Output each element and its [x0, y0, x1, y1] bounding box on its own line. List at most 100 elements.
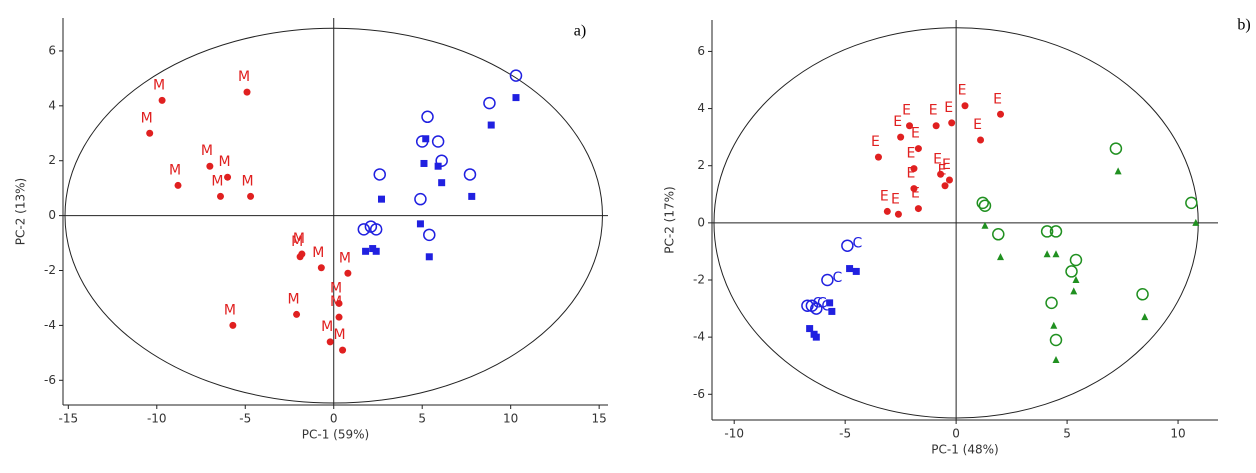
y-tick-label: 4 [697, 101, 705, 115]
point-label: E [893, 114, 902, 130]
point [435, 154, 448, 167]
point-label: C [852, 236, 862, 252]
point [1045, 296, 1058, 310]
y-tick-label: -4 [44, 318, 56, 332]
point [883, 207, 891, 215]
point-label: E [871, 134, 880, 150]
point-label: M [334, 327, 346, 343]
point [1050, 321, 1058, 329]
y-tick-label: -6 [693, 387, 705, 401]
point [326, 338, 334, 346]
y-tick-label: 0 [697, 215, 705, 229]
point [224, 173, 232, 181]
point [335, 299, 343, 307]
point [937, 170, 945, 178]
point [978, 199, 992, 212]
point [463, 168, 477, 181]
point [906, 122, 914, 130]
point-label: E [944, 100, 953, 116]
point [961, 102, 969, 110]
point-label: C [821, 299, 831, 315]
point [932, 122, 940, 130]
x-tick-label: -15 [59, 412, 79, 426]
x-tick-label: 10 [1170, 427, 1185, 441]
point-label: M [224, 302, 236, 318]
point [897, 133, 905, 141]
point-label: E [880, 188, 889, 204]
point-label: M [169, 162, 181, 178]
point-label: C [817, 296, 827, 312]
x-tick-label: -10 [147, 412, 167, 426]
point [1065, 265, 1078, 278]
point-label: M [330, 280, 342, 296]
point [357, 223, 371, 236]
point-label: C [833, 270, 843, 286]
point [372, 247, 380, 255]
point [1070, 287, 1078, 295]
x-tick-label: -10 [724, 427, 744, 441]
point-label: E [938, 163, 947, 179]
panel-label: a) [574, 23, 586, 40]
point [247, 192, 255, 200]
point [509, 69, 523, 82]
y-tick-label: -4 [693, 330, 705, 344]
x-tick-label: 0 [952, 427, 960, 441]
point-label: E [942, 157, 951, 173]
x-tick-label: 5 [418, 412, 426, 426]
point [483, 96, 496, 110]
y-tick-label: 0 [48, 208, 56, 222]
point [812, 333, 820, 341]
point [146, 129, 154, 137]
point [976, 196, 990, 210]
point-label: E [902, 103, 911, 119]
point-label: M [339, 250, 351, 266]
point [431, 135, 445, 148]
point [420, 159, 428, 167]
point [344, 269, 352, 277]
point-label: E [929, 103, 938, 119]
point-label: E [911, 126, 920, 142]
x-axis-label: PC-1 (48%) [931, 443, 998, 457]
x-tick-label: 10 [503, 412, 518, 426]
point [910, 165, 918, 173]
point-label: M [293, 231, 305, 247]
y-axis-label: PC-2 (17%) [663, 186, 677, 253]
point [158, 96, 166, 104]
point-label: E [891, 191, 900, 207]
point [362, 247, 370, 255]
point [421, 110, 434, 124]
y-tick-label: 2 [48, 153, 56, 167]
point [874, 153, 882, 161]
point [373, 168, 386, 181]
point [948, 119, 956, 127]
point [821, 273, 834, 287]
point [423, 228, 436, 242]
point [810, 302, 823, 315]
point-label: M [288, 291, 300, 307]
point [997, 253, 1005, 261]
point [1136, 288, 1149, 301]
point [298, 250, 306, 258]
point [852, 267, 860, 275]
point [846, 265, 854, 273]
point-label: M [321, 319, 333, 335]
point [992, 228, 1005, 241]
y-tick-label: 4 [48, 98, 56, 112]
point [339, 346, 347, 354]
point [229, 321, 237, 329]
point [422, 135, 430, 143]
point [828, 307, 836, 315]
x-tick-label: -5 [239, 412, 251, 426]
point [1192, 218, 1200, 226]
point [512, 94, 520, 102]
y-axis-label: PC-2 (13%) [14, 178, 28, 245]
y-tick-label: -2 [44, 263, 56, 277]
point [1114, 167, 1122, 175]
point [216, 192, 224, 200]
point [434, 162, 442, 170]
point [914, 145, 922, 153]
x-tick-label: -5 [839, 427, 851, 441]
point [1072, 276, 1080, 283]
point-label: M [242, 173, 254, 189]
